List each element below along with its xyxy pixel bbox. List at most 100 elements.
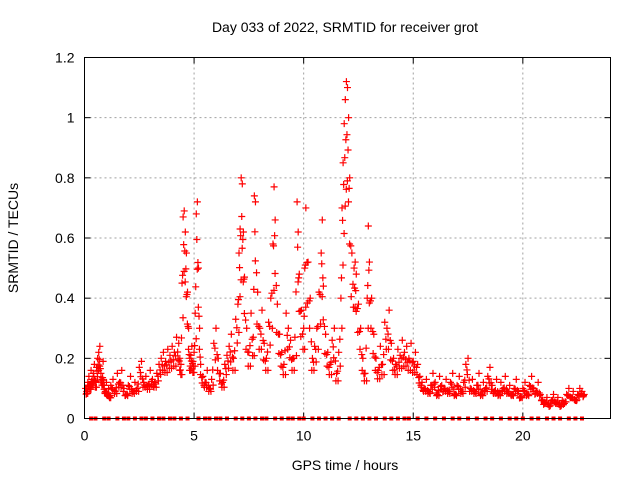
data-point [461, 383, 469, 391]
data-point [308, 354, 316, 362]
data-point [223, 351, 231, 359]
data-point [475, 369, 483, 377]
data-point [137, 357, 145, 365]
data-point [99, 357, 107, 365]
data-point [335, 348, 343, 356]
data-point [92, 383, 100, 391]
data-point [96, 342, 104, 350]
data-point [376, 342, 384, 350]
data-point [319, 282, 327, 290]
data-point [381, 318, 389, 326]
data-point [234, 296, 242, 304]
data-point [463, 371, 471, 379]
data-point [302, 303, 310, 311]
data-point [341, 202, 349, 210]
grid [84, 57, 611, 419]
data-point [518, 394, 526, 402]
data-point [84, 390, 92, 398]
data-point [341, 154, 349, 162]
data-point [452, 392, 460, 400]
data-point [543, 393, 551, 401]
data-point [334, 377, 342, 385]
data-point [343, 131, 351, 139]
data-point [340, 120, 348, 128]
data-point [193, 265, 201, 273]
data-point [352, 270, 360, 278]
data-point [380, 371, 388, 379]
y-tick-labels: 0 0.2 0.4 0.6 0.8 1 1.2 [55, 50, 75, 427]
data-point [408, 358, 416, 366]
data-point [377, 361, 385, 369]
data-point [192, 283, 200, 291]
data-point [270, 286, 278, 294]
data-point [372, 354, 380, 362]
data-point [242, 316, 250, 324]
data-point [477, 390, 485, 398]
data-point [243, 324, 251, 332]
data-point [317, 249, 325, 257]
data-point [337, 274, 345, 282]
data-point [453, 381, 461, 389]
data-point [331, 357, 339, 365]
data-point [398, 336, 406, 344]
data-point [179, 271, 187, 279]
data-point [525, 392, 533, 400]
data-point [250, 285, 258, 293]
data-point [209, 381, 217, 389]
data-point [95, 348, 103, 356]
data-point [244, 348, 252, 356]
data-point [464, 354, 472, 362]
data-point [383, 324, 391, 332]
data-point [351, 258, 359, 266]
data-point [323, 351, 331, 359]
data-point [250, 192, 258, 200]
data-point [107, 394, 115, 402]
x-tick-label: 20 [515, 428, 531, 444]
data-point [386, 337, 394, 345]
data-point [236, 225, 244, 233]
data-point [220, 376, 228, 384]
data-point [271, 269, 279, 277]
data-point [183, 290, 191, 298]
data-point [306, 324, 314, 332]
data-point [411, 348, 419, 356]
data-point [164, 345, 172, 353]
data-point [285, 343, 293, 351]
data-point [336, 362, 344, 370]
data-point [246, 362, 254, 370]
data-point [497, 378, 505, 386]
data-point [264, 348, 272, 356]
data-point [233, 324, 241, 332]
data-point [246, 342, 254, 350]
data-point [94, 354, 102, 362]
data-point [178, 279, 186, 287]
data-point [350, 264, 358, 272]
data-point [118, 366, 126, 374]
data-point [271, 216, 279, 224]
data-point [300, 312, 308, 320]
data-point [197, 360, 205, 368]
data-point [400, 348, 408, 356]
data-point [124, 392, 132, 400]
data-point [310, 366, 318, 374]
data-point [196, 324, 204, 332]
data-point [184, 322, 192, 330]
data-point [172, 362, 180, 370]
data-point [431, 383, 439, 391]
data-point [371, 353, 379, 361]
data-point [347, 293, 355, 301]
data-point [436, 372, 444, 380]
data-point [195, 312, 203, 320]
data-point [550, 390, 558, 398]
data-point [247, 309, 255, 317]
y-axis-label: SRMTID / TECUs [5, 183, 21, 293]
data-point [342, 136, 350, 144]
data-point [305, 297, 313, 305]
x-tick-label: 15 [405, 428, 421, 444]
data-point [344, 84, 351, 92]
data-point [283, 331, 291, 339]
data-point [486, 363, 494, 371]
data-point [240, 310, 248, 318]
data-point [426, 390, 434, 398]
